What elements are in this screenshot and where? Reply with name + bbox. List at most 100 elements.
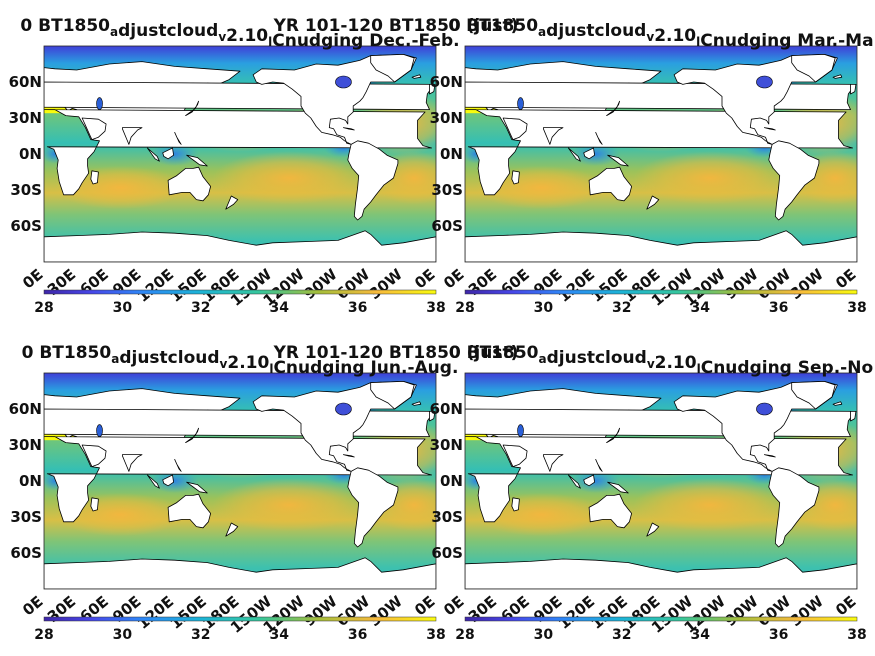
lat-label: 60S [431, 217, 463, 235]
land-cuba [764, 454, 776, 458]
lat-label: 0N [19, 145, 42, 163]
land-indonesia1 [568, 474, 581, 489]
lat-label: 30N [9, 109, 42, 127]
lon-label: 0E [19, 592, 46, 619]
salinity-max-patch [54, 166, 186, 210]
land-greenland [370, 380, 415, 410]
lon-label: 30W [366, 265, 407, 303]
lat-label: 60S [431, 544, 463, 562]
lon-label: 0E [440, 592, 467, 619]
lon-label: 90W [300, 592, 341, 630]
land-philippines [174, 131, 182, 145]
lon-label: 0E [411, 265, 438, 292]
lon-label: 120E [134, 592, 177, 633]
land-iceland [832, 401, 843, 406]
hudson-bay [756, 75, 773, 89]
salinity-max-patch [54, 492, 186, 537]
lon-label: 60W [754, 592, 795, 630]
lat-label: 0N [19, 472, 42, 490]
land-indonesia1 [568, 147, 581, 162]
land-japan [185, 427, 200, 444]
colorbar-tick: 30 [534, 300, 554, 316]
colorbar-tick: 28 [34, 300, 53, 316]
land-madagascar [511, 497, 520, 512]
colorbar-tick: 36 [348, 300, 367, 316]
colorbar-tick: 36 [769, 300, 788, 316]
land-uk [850, 410, 857, 422]
land-philippines [174, 458, 182, 472]
lon-label: 60W [333, 265, 374, 303]
mediterranean-high [465, 103, 496, 114]
panel-title: 0 BT1850adjustcloudv2.10lCnudging Mar.-M… [448, 16, 873, 51]
map-frame [464, 45, 858, 263]
colorbar-tick: 28 [455, 627, 474, 643]
land-india [543, 127, 564, 145]
salinity-min-patch [150, 142, 199, 166]
lon-label: 30W [787, 592, 828, 630]
land-cuba [342, 454, 355, 458]
colorbar-tick: 36 [769, 627, 788, 643]
land-newguinea [186, 481, 208, 494]
lon-label: 120E [134, 265, 177, 306]
land-india [122, 454, 143, 472]
mediterranean-high [44, 103, 75, 114]
caspian-sea [517, 97, 524, 110]
overlay-title: YR 101-120 BT1850 (just) [273, 343, 519, 363]
salinity-min-patch [150, 469, 199, 493]
colorbar [43, 289, 437, 295]
salinity-max-patch [212, 151, 366, 205]
land-samerica [768, 467, 820, 548]
panel-title: 0 BT1850adjustcloudv2.10lCnudging Jun.-A… [22, 343, 459, 378]
lat-label: 60N [9, 400, 42, 418]
hudson-bay [756, 402, 773, 416]
lon-label: 30W [787, 265, 828, 303]
colorbar-tick: 28 [34, 627, 53, 643]
map-frame [464, 372, 858, 590]
land-madagascar [90, 497, 99, 512]
salinity-max-patch [475, 492, 607, 537]
lat-label: 30S [10, 181, 42, 199]
land-philippines [595, 458, 603, 472]
lon-label: 120E [555, 592, 598, 633]
land-uk [429, 410, 436, 422]
land-arabia [502, 444, 528, 468]
panel-title: 0 BT1850adjustcloudv2.10lCnudging Sep.-N… [449, 343, 873, 378]
lon-label: 90W [721, 265, 762, 303]
lat-label: 30N [430, 109, 463, 127]
land-uk [429, 84, 436, 95]
land-newguinea [607, 154, 629, 167]
overlay-title: YR 101-120 BT1850 (just) [273, 16, 519, 36]
land-arabia [81, 117, 107, 141]
lat-label: 60S [10, 217, 42, 235]
colorbar-tick: 34 [690, 300, 710, 316]
land-india [543, 454, 564, 472]
caspian-sea [517, 424, 524, 437]
land-newguinea [186, 154, 208, 167]
colorbar-tick: 32 [612, 300, 631, 316]
lat-label: 60N [430, 400, 463, 418]
land-antarctica [44, 230, 436, 262]
lat-label: 30N [9, 436, 42, 454]
colorbar-tick: 38 [426, 627, 445, 643]
caspian-sea [96, 97, 103, 110]
land-arabia [81, 444, 107, 468]
map-panels: 60N30N0N30S60S0E30E60E90E120E150E180E150… [9, 16, 874, 643]
caspian-sea [96, 424, 103, 437]
salinity-max-patch [475, 166, 607, 210]
colorbar-tick: 32 [191, 627, 210, 643]
land-antarctica [465, 557, 857, 589]
lat-label: 60N [430, 73, 463, 91]
lon-label: 90W [300, 265, 341, 303]
colorbar-tick: 32 [191, 300, 210, 316]
colorbar-tick: 30 [113, 300, 133, 316]
colorbar-tick: 34 [269, 627, 289, 643]
land-iceland [411, 401, 422, 406]
colorbar-tick: 38 [426, 300, 445, 316]
lat-label: 0N [440, 145, 463, 163]
lat-label: 0N [440, 472, 463, 490]
land-samerica [347, 140, 399, 221]
land-indonesia1 [146, 474, 160, 489]
colorbar-tick: 38 [847, 627, 866, 643]
hudson-bay [335, 75, 352, 89]
